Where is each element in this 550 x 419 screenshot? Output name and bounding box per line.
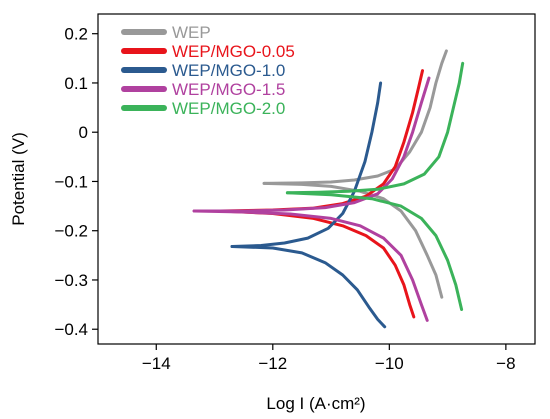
series-line-4-branch-1 — [285, 191, 464, 311]
x-tick-label: −8 — [496, 354, 515, 373]
x-axis-label: Log I (A·cm²) — [266, 394, 365, 413]
series-line-4-branch-0 — [285, 61, 465, 195]
y-tick-label: −0.1 — [54, 172, 88, 191]
series-line-2-branch-0 — [230, 81, 383, 248]
ticks-group: −14 −12 −10 −8 −0.4 −0.3 −0.2 −0.1 0 0.1 0.2 — [54, 25, 515, 373]
x-tick-label: −10 — [375, 354, 404, 373]
series-line-2-branch-1 — [230, 245, 387, 329]
x-tick-label: −14 — [142, 354, 171, 373]
y-tick-label: −0.3 — [54, 271, 88, 290]
legend-label: WEP/MGO-0.05 — [172, 42, 295, 61]
curves-group — [192, 49, 465, 329]
y-tick-label: −0.4 — [54, 320, 88, 339]
x-tick-label: −12 — [258, 354, 287, 373]
series-line-1-branch-1 — [218, 209, 416, 319]
series-line-3-branch-0 — [192, 76, 431, 213]
legend-label: WEP/MGO-1.5 — [172, 80, 285, 99]
y-tick-label: 0.1 — [64, 74, 88, 93]
legend: WEPWEP/MGO-0.05WEP/MGO-1.0WEP/MGO-1.5WEP… — [121, 23, 295, 118]
y-tick-label: 0 — [79, 123, 88, 142]
legend-label: WEP/MGO-2.0 — [172, 99, 285, 118]
y-tick-label: 0.2 — [64, 25, 88, 44]
legend-label: WEP/MGO-1.0 — [172, 61, 285, 80]
legend-label: WEP — [172, 23, 211, 42]
plot-frame — [97, 13, 536, 345]
y-tick-label: −0.2 — [54, 222, 88, 241]
series-line-3-branch-1 — [192, 209, 429, 322]
y-axis-label: Potential (V) — [9, 132, 28, 226]
series-line-0-branch-0 — [262, 49, 448, 185]
